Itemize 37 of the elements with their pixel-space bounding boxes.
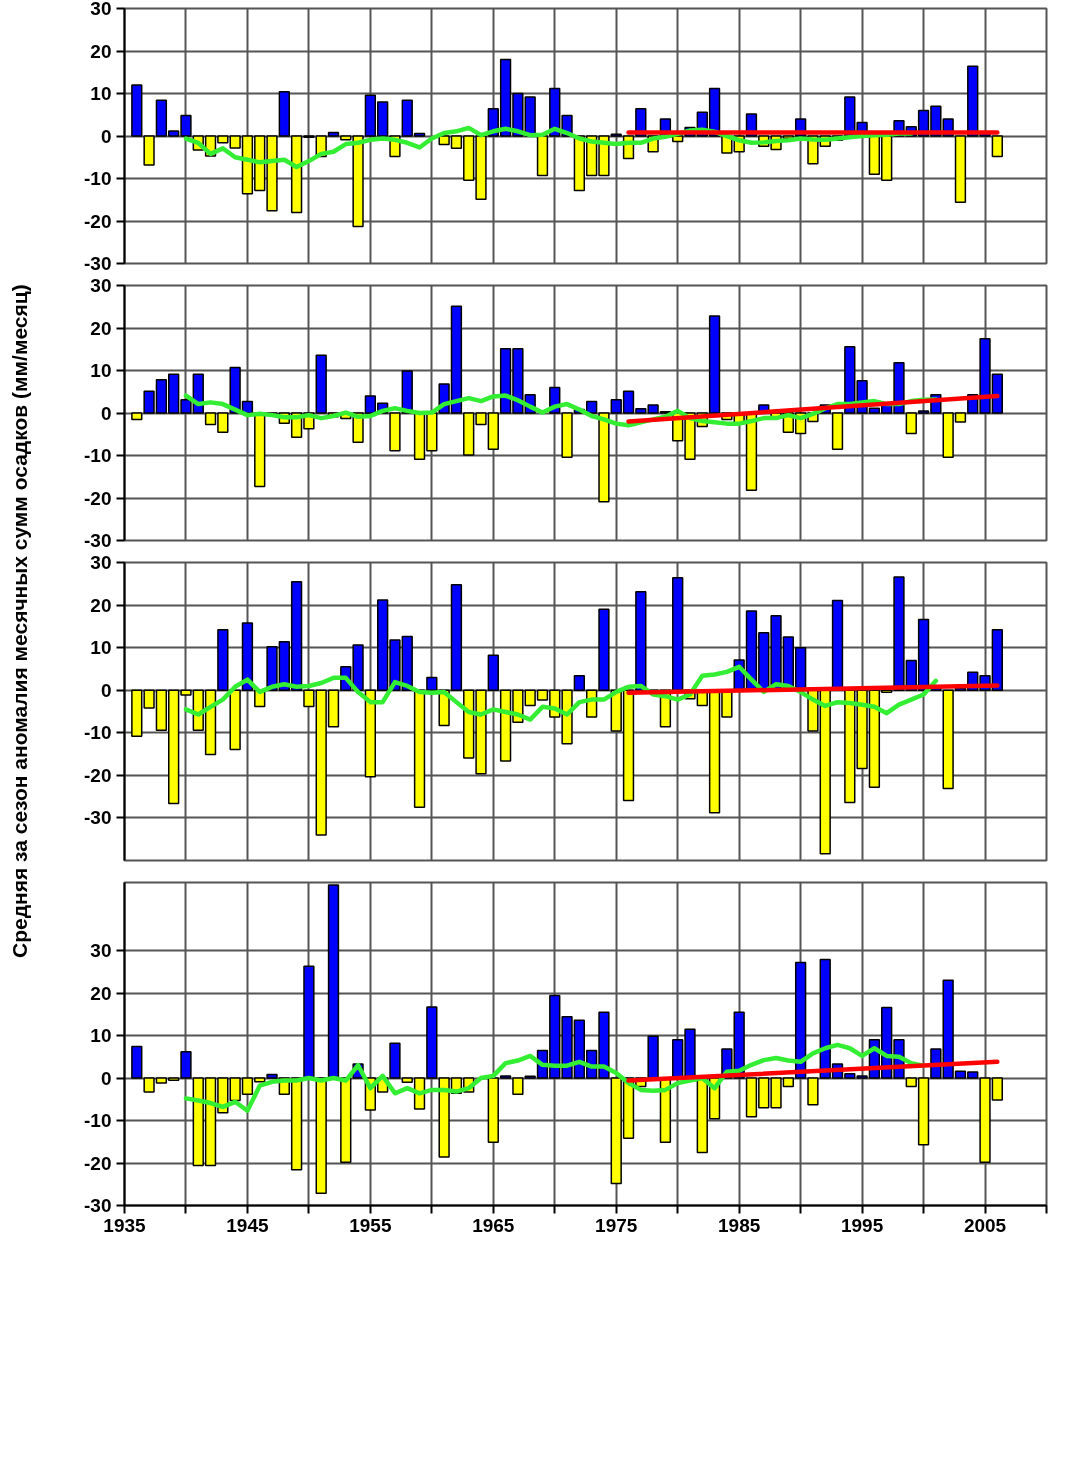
y-tick-label: 30 [90,275,112,296]
y-tick-label: 30 [90,0,112,19]
y-tick-label: 0 [100,1067,112,1089]
y-tick-label: -20 [84,1152,112,1174]
y-tick-label: -30 [84,253,112,274]
y-tick-label: 0 [100,125,112,147]
x-tick-label: 1995 [840,1214,884,1236]
x-tick-label: 1985 [718,1214,761,1236]
x-tick-label: 1945 [226,1214,269,1236]
y-tick-label: -20 [84,764,112,786]
y-tick-label: -30 [84,530,112,551]
y-tick-label: 20 [90,594,112,616]
y-tick-label: 10 [90,83,112,104]
x-tick-label: 1955 [349,1214,392,1236]
y-tick-label: 20 [90,982,112,1004]
y-tick-label: 10 [90,1025,112,1046]
y-tick-label: -20 [84,487,112,509]
y-tick-label: -30 [84,1195,112,1216]
x-tick-label: 2005 [963,1214,1007,1236]
x-tick-label: 1935 [103,1214,147,1236]
y-tick-label: -10 [84,1110,112,1131]
y-tick-label: -10 [84,445,112,466]
x-tick-label: 1965 [472,1214,515,1236]
y-tick-label: 0 [100,402,112,424]
y-tick-label: 10 [90,637,112,659]
y-tick-label: -10 [84,168,112,189]
y-tick-label: 20 [90,40,112,62]
y-axis-title: Средняя за сезон аномалия месячных сумм осадков (мм/месяц) [7,283,32,960]
y-tick-label: -20 [84,210,112,232]
y-tick-label: -10 [84,722,112,744]
y-tick-label: 20 [90,317,112,339]
y-tick-label: 30 [90,940,112,961]
y-tick-label: -30 [84,807,112,829]
y-tick-label: 10 [90,360,112,381]
y-tick-label: 0 [100,679,112,701]
x-tick-label: 1975 [595,1214,638,1236]
y-tick-label: 30 [90,552,112,573]
